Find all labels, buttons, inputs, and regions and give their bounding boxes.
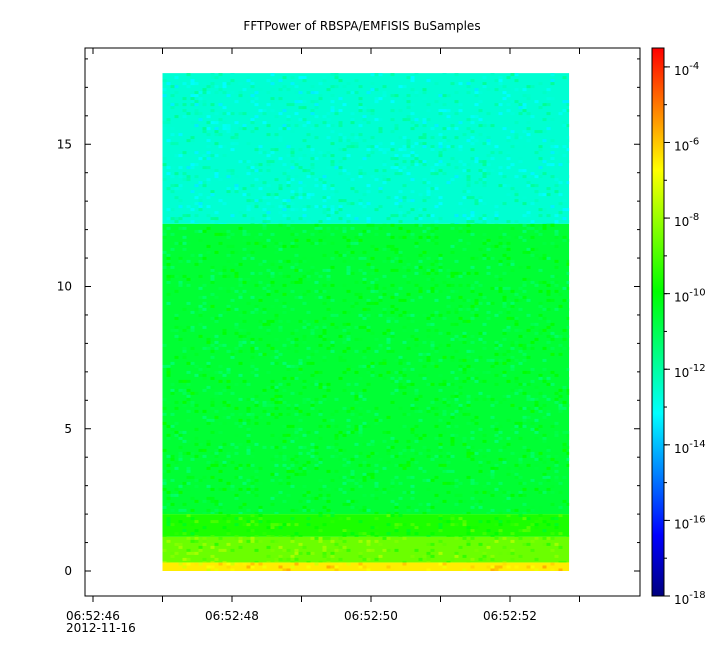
colorbar-tick-label: 10-12 — [674, 363, 706, 380]
heatmap-image — [162, 73, 570, 571]
heatmap-band — [162, 73, 570, 224]
y-tick-label: 15 — [57, 137, 72, 151]
x-axis-date-label: 2012-11-16 — [66, 621, 136, 635]
y-tick-label: 10 — [57, 280, 72, 294]
y-tick-label: 5 — [64, 422, 72, 436]
colorbar-tick-label: 10-4 — [674, 61, 699, 78]
y-tick-label: 0 — [64, 564, 72, 578]
x-tick-label: 06:52:52 — [483, 609, 537, 623]
colorbar-axis: 10-4 10-6 10-8 10-10 10-12 10-14 10-16 10-18 — [664, 61, 706, 607]
colorbar-tick-label: 10-6 — [674, 136, 699, 153]
x-tick-label: 06:52:50 — [344, 609, 398, 623]
colorbar-tick-label: 10-16 — [674, 514, 706, 531]
y-axis: 0 5 10 15 — [57, 58, 640, 578]
x-tick-label: 06:52:46 — [66, 609, 120, 623]
chart-title: FFTPower of RBSPA/EMFISIS BuSamples — [243, 19, 480, 33]
x-tick-label: 06:52:48 — [205, 609, 259, 623]
colorbar-tick-label: 10-10 — [674, 288, 706, 305]
colorbar-tick-label: 10-14 — [674, 439, 706, 456]
colorbar — [651, 47, 665, 597]
colorbar-tick-label: 10-18 — [674, 590, 706, 607]
colorbar-tick-label: 10-8 — [674, 212, 699, 229]
x-axis: 06:52:46 06:52:48 06:52:50 06:52:52 — [66, 48, 580, 623]
